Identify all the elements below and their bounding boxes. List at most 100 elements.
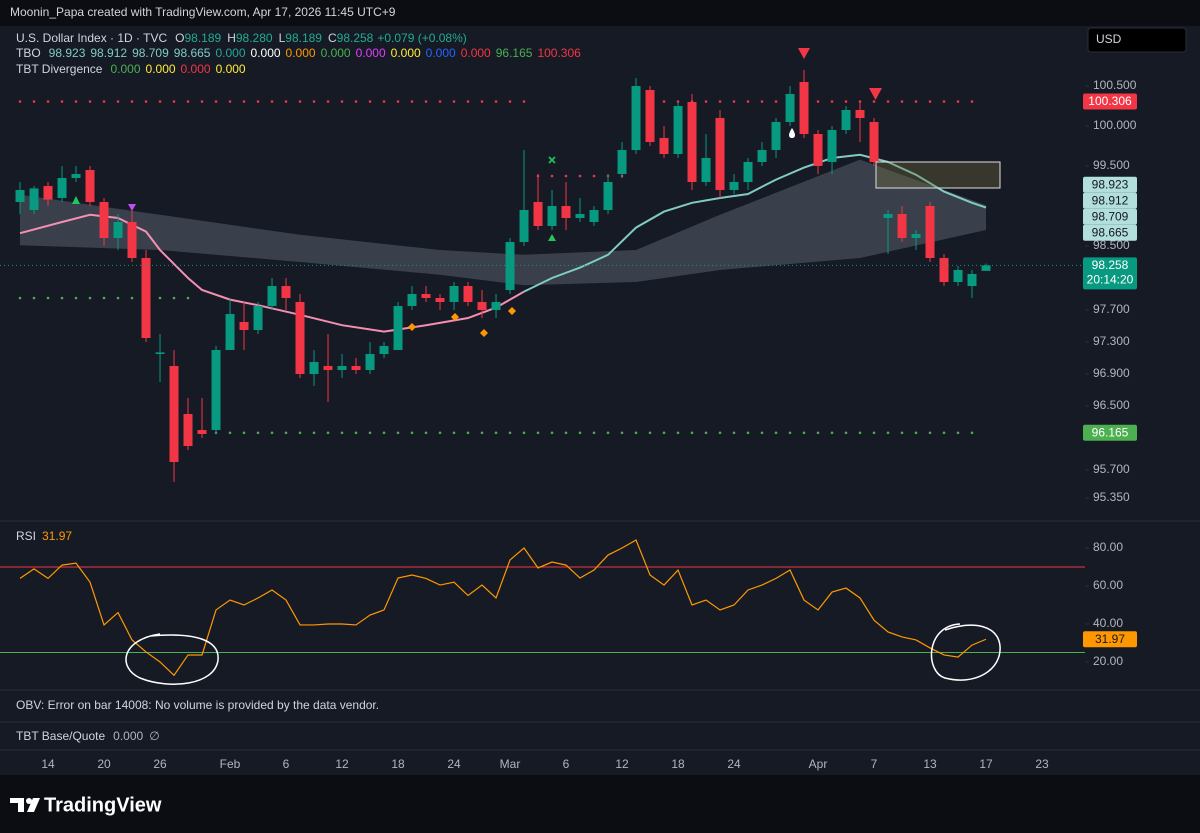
rsi-value: 31.97	[42, 529, 72, 543]
candle-body	[295, 302, 305, 374]
candle-body	[309, 362, 319, 374]
x-tick-label: 13	[923, 757, 937, 771]
ohlc-value: 98.189	[285, 31, 322, 45]
caption: Moonin_Papa created with TradingView.com…	[10, 5, 396, 19]
cross-signal	[548, 156, 556, 164]
x-tick-label: Mar	[500, 757, 521, 771]
price-badge	[1083, 208, 1137, 225]
indicator-value: 0.000	[146, 62, 176, 76]
rsi-badge-label: 31.97	[1095, 632, 1125, 646]
indicator-value: 100.306	[537, 46, 581, 60]
diamond-signal	[508, 307, 516, 315]
x-tick-label: 18	[671, 757, 685, 771]
price-badge-label: 98.665	[1092, 225, 1129, 239]
candle-body	[771, 122, 781, 150]
indicator-value: 98.912	[90, 46, 127, 60]
x-tick-label: Feb	[220, 757, 241, 771]
candle-body	[645, 90, 655, 142]
logo-mark	[26, 798, 32, 804]
candle-body	[113, 222, 123, 238]
buy-signal	[548, 234, 556, 241]
brand-logo	[10, 798, 40, 812]
candle-body	[799, 82, 809, 134]
top-bar	[0, 0, 1200, 26]
candle-body	[883, 214, 893, 218]
candle-body	[365, 354, 375, 370]
candle-body	[631, 86, 641, 150]
rsi-line	[19, 539, 987, 677]
candle-body	[211, 350, 221, 430]
candle-body	[687, 102, 697, 182]
candle-body	[337, 366, 347, 370]
legend-line: TBT Divergence 0.000 0.000 0.000 0.000	[16, 62, 246, 76]
ohlc-key: H	[227, 31, 236, 45]
y-tick-label: 80.00	[1093, 540, 1123, 554]
candle-body	[169, 366, 179, 462]
price-badge	[1083, 176, 1137, 193]
price-badge-label: 98.923	[1092, 177, 1129, 191]
indicator-value: 0.000	[251, 46, 281, 60]
indicator-value: 0.000	[110, 62, 140, 76]
candle-body	[897, 214, 907, 238]
candle-body	[813, 134, 823, 166]
candle-body	[393, 306, 403, 350]
indicator-value: 0.000	[216, 62, 246, 76]
ohlc-key: O	[175, 31, 184, 45]
brand-name: TradingView	[44, 794, 162, 816]
y-tick-label: 100.000	[1093, 118, 1137, 132]
candle-body	[855, 110, 865, 118]
candle-body	[183, 414, 193, 446]
candle-body	[673, 106, 683, 154]
indicator-value: 0.000	[321, 46, 351, 60]
x-tick-label: 14	[41, 757, 55, 771]
currency-button[interactable]	[1087, 27, 1187, 53]
ohlc-value: 98.280	[236, 31, 273, 45]
buy-signal	[72, 196, 80, 204]
candle-body	[267, 286, 277, 306]
y-tick-label: 95.350	[1093, 490, 1130, 504]
x-tick-label: 17	[979, 757, 993, 771]
symbol: U.S. Dollar Index · 1D · TVC	[16, 31, 167, 45]
x-tick-label: 26	[153, 757, 167, 771]
candle-body	[575, 214, 585, 218]
indicator-name: TBO	[16, 46, 41, 60]
candle-body	[939, 258, 949, 282]
legend-line: TBO 98.923 98.912 98.709 98.665 0.000 0.000 0.0…	[16, 46, 581, 60]
ohlc-value: 98.258	[337, 31, 374, 45]
candle-body	[603, 182, 613, 210]
price-badge	[1083, 192, 1137, 209]
candle-body	[421, 294, 431, 298]
candle-body	[99, 202, 109, 238]
candle-body	[757, 150, 767, 162]
y-tick-label: 96.500	[1093, 398, 1130, 412]
y-tick-label: 100.500	[1093, 78, 1137, 92]
chart-background	[0, 26, 1200, 775]
candle-body	[57, 178, 67, 198]
x-tick-label: 6	[283, 757, 290, 771]
candle-body	[953, 270, 963, 282]
candle-body	[729, 182, 739, 190]
x-tick-label: 20	[97, 757, 111, 771]
candle-body	[449, 286, 459, 302]
candle-body	[925, 206, 935, 258]
candle-body	[827, 130, 837, 162]
last-price-label: 98.258	[1092, 258, 1129, 272]
x-tick-label: 24	[447, 757, 461, 771]
x-tick-label: 6	[563, 757, 570, 771]
moving-average	[523, 153, 987, 293]
candle-body	[15, 190, 25, 202]
zone-box	[875, 161, 1001, 189]
sell-signal	[798, 48, 810, 59]
price-badge	[1083, 224, 1137, 241]
y-tick-label: 40.00	[1093, 616, 1123, 630]
x-tick-label: 24	[727, 757, 741, 771]
candle-body	[351, 366, 361, 370]
candle-body	[743, 162, 753, 182]
countdown-label: 20:14:20	[1087, 273, 1134, 287]
candle-body	[323, 366, 333, 370]
candle-body	[435, 298, 445, 302]
currency-label[interactable]: USD	[1096, 32, 1122, 46]
candle-body	[127, 222, 137, 258]
candle-body	[617, 150, 627, 174]
